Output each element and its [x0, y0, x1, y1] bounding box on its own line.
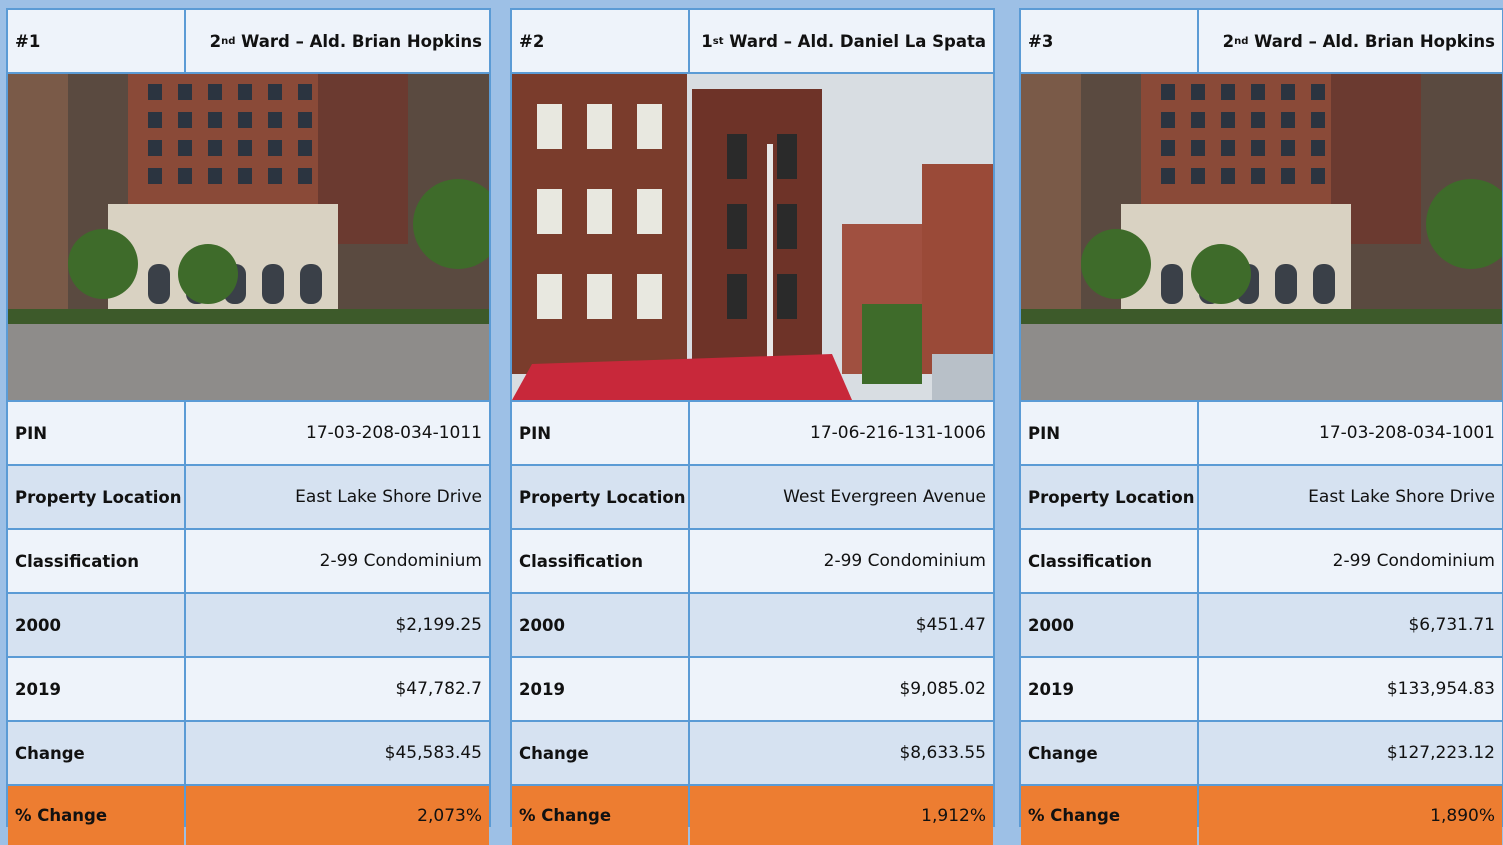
row-value: 2-99 Condominium	[690, 530, 993, 592]
row-label: 2019	[512, 658, 688, 720]
row-value: 17-03-208-034-1011	[186, 402, 489, 464]
row-value: $6,731.71	[1199, 594, 1502, 656]
row-value: $127,223.12	[1199, 722, 1502, 784]
row-label: Classification	[8, 530, 184, 592]
ward-suffix: nd	[221, 36, 235, 47]
rank: #2	[512, 10, 688, 72]
row-value: $9,085.02	[690, 658, 993, 720]
row-value: $45,583.45	[186, 722, 489, 784]
rank: #3	[1021, 10, 1197, 72]
row-label: 2019	[8, 658, 184, 720]
row-value: West Evergreen Avenue	[690, 466, 993, 528]
row-label: Change	[1021, 722, 1197, 784]
row-label: Change	[512, 722, 688, 784]
row-label: % Change	[8, 786, 184, 845]
row-value: 2-99 Condominium	[1199, 530, 1502, 592]
row-label: Property Location	[8, 466, 184, 528]
ward-number: 2	[210, 32, 221, 51]
row-label: Property Location	[512, 466, 688, 528]
row-value: $2,199.25	[186, 594, 489, 656]
row-value: $47,782.7	[186, 658, 489, 720]
property-photo	[8, 74, 489, 400]
property-photo	[1021, 74, 1502, 400]
row-label: Property Location	[1021, 466, 1197, 528]
ward-number: 1	[701, 32, 712, 51]
photo-frame	[8, 74, 489, 400]
row-value: East Lake Shore Drive	[186, 466, 489, 528]
row-value: 1,890%	[1199, 786, 1502, 845]
photo-frame	[512, 74, 993, 400]
row-value: $8,633.55	[690, 722, 993, 784]
row-value: 2,073%	[186, 786, 489, 845]
row-value: East Lake Shore Drive	[1199, 466, 1502, 528]
row-value: 1,912%	[690, 786, 993, 845]
row-value: $133,954.83	[1199, 658, 1502, 720]
row-label: PIN	[512, 402, 688, 464]
row-label: 2000	[1021, 594, 1197, 656]
ward-suffix: nd	[1234, 36, 1248, 47]
row-label: Classification	[512, 530, 688, 592]
row-label: Change	[8, 722, 184, 784]
row-value: $451.47	[690, 594, 993, 656]
ward-name: Ward – Ald. Brian Hopkins	[241, 32, 482, 51]
ward-number: 2	[1223, 32, 1234, 51]
property-photo	[512, 74, 993, 400]
rank: #1	[8, 10, 184, 72]
row-value: 2-99 Condominium	[186, 530, 489, 592]
ward-suffix: st	[713, 36, 724, 47]
row-label: % Change	[512, 786, 688, 845]
row-value: 17-06-216-131-1006	[690, 402, 993, 464]
row-label: 2019	[1021, 658, 1197, 720]
ward-name: Ward – Ald. Brian Hopkins	[1254, 32, 1495, 51]
row-label: PIN	[8, 402, 184, 464]
row-label: 2000	[8, 594, 184, 656]
row-label: 2000	[512, 594, 688, 656]
row-label: Classification	[1021, 530, 1197, 592]
ward-name: Ward – Ald. Daniel La Spata	[729, 32, 986, 51]
photo-frame	[1021, 74, 1502, 400]
row-label: PIN	[1021, 402, 1197, 464]
row-value: 17-03-208-034-1001	[1199, 402, 1502, 464]
row-label: % Change	[1021, 786, 1197, 845]
